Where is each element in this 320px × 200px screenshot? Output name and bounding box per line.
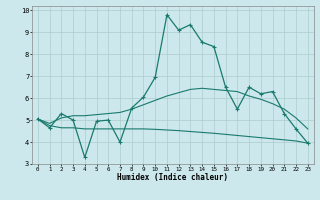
X-axis label: Humidex (Indice chaleur): Humidex (Indice chaleur) xyxy=(117,173,228,182)
